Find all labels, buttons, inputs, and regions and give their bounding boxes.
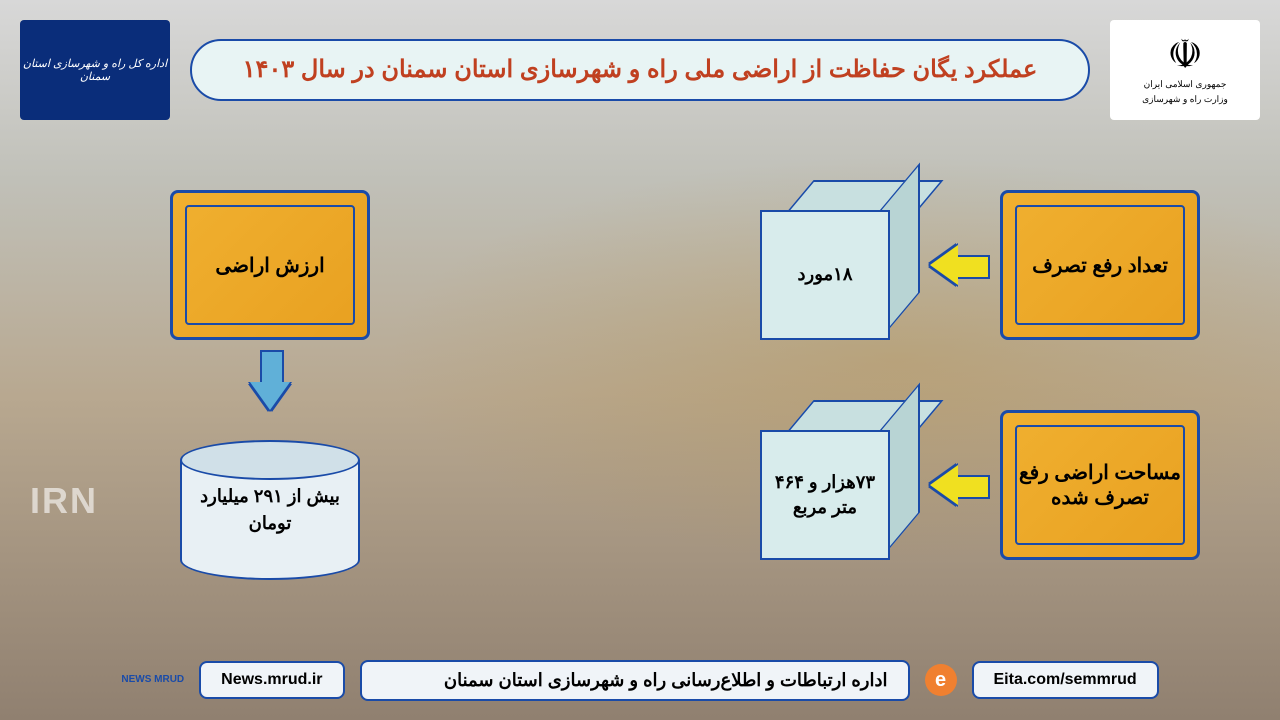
semnan-logo-text: اداره کل راه و شهرسازی استان سمنان <box>20 57 170 83</box>
footer: Eita.com/semmrud e اداره ارتباطات و اطلا… <box>0 655 1280 705</box>
count-label: تعداد رفع تصرف <box>1032 253 1168 278</box>
area-value: ۷۳هزار و ۴۶۴ متر مربع <box>770 470 880 520</box>
cylinder-top <box>180 440 360 480</box>
page-title: عملکرد یگان حفاظت از اراضی ملی راه و شهر… <box>222 53 1058 87</box>
ministry-line2: وزارت راه و شهرسازی <box>1142 94 1228 105</box>
value-label: ارزش اراضی <box>215 253 324 278</box>
arrow-area-icon <box>930 465 990 505</box>
news-badge: NEWS MRUD <box>121 675 184 685</box>
news-url: News.mrud.ir <box>221 671 322 689</box>
eita-url: Eita.com/semmrud <box>994 671 1137 689</box>
main-content: تعداد رفع تصرف ۱۸مورد مساحت اراضی رفع تص… <box>0 150 1280 640</box>
count-value: ۱۸مورد <box>798 262 853 287</box>
arrow-value-icon <box>250 350 290 410</box>
value-label-box: ارزش اراضی <box>170 190 370 340</box>
logo-ministry: ☫ جمهوری اسلامی ایران وزارت راه و شهرساز… <box>1110 20 1260 120</box>
area-label: مساحت اراضی رفع تصرف شده <box>1013 460 1187 510</box>
eita-link[interactable]: Eita.com/semmrud <box>972 661 1159 699</box>
title-container: عملکرد یگان حفاظت از اراضی ملی راه و شهر… <box>190 39 1090 101</box>
news-link[interactable]: News.mrud.ir <box>199 661 344 699</box>
area-value-cube: ۷۳هزار و ۴۶۴ متر مربع <box>760 400 920 560</box>
value-cylinder: بیش از ۲۹۱ میلیارد تومان <box>180 440 360 580</box>
value-amount: بیش از ۲۹۱ میلیارد تومان <box>192 483 348 537</box>
cube-front-face: ۷۳هزار و ۴۶۴ متر مربع <box>760 430 890 560</box>
header: ☫ جمهوری اسلامی ایران وزارت راه و شهرساز… <box>0 20 1280 120</box>
count-label-box: تعداد رفع تصرف <box>1000 190 1200 340</box>
cube-front-face: ۱۸مورد <box>760 210 890 340</box>
iran-emblem-icon: ☫ <box>1167 35 1203 75</box>
logo-semnan: اداره کل راه و شهرسازی استان سمنان <box>20 20 170 120</box>
area-label-box: مساحت اراضی رفع تصرف شده <box>1000 410 1200 560</box>
arrow-count-icon <box>930 245 990 285</box>
office-name: اداره ارتباطات و اطلاع‌رسانی راه و شهرسا… <box>360 660 910 701</box>
count-value-cube: ۱۸مورد <box>760 180 920 340</box>
eita-icon: e <box>925 664 957 696</box>
ministry-line1: جمهوری اسلامی ایران <box>1144 79 1227 90</box>
